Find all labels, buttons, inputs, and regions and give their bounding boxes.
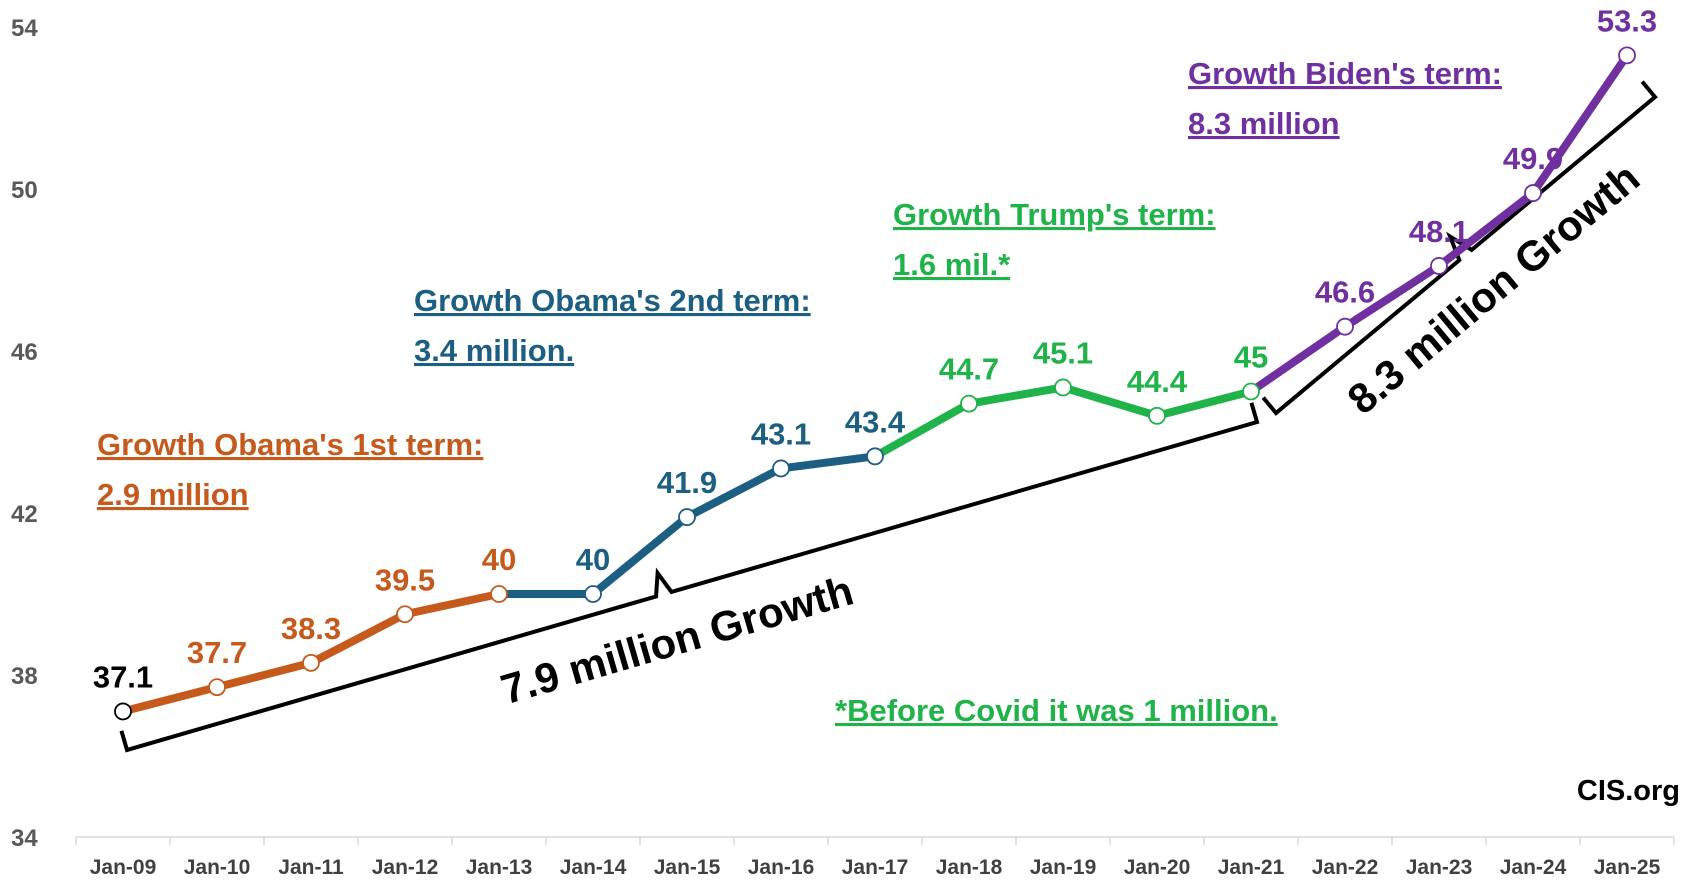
- data-series: [114, 46, 1636, 721]
- data-point: [866, 447, 884, 466]
- x-tick-label: Jan-23: [1406, 856, 1473, 879]
- term-annotation-line: Growth Trump's term:: [893, 197, 1216, 232]
- bracket-8-3m-line: [1261, 80, 1658, 416]
- x-axis: Jan-09 Jan-10 Jan-11 Jan-12 Jan-13 Jan-14 Jan-…: [75, 836, 1675, 879]
- y-axis: 34 38 42 46 50 54: [11, 15, 38, 852]
- data-label: 39.5: [375, 562, 435, 597]
- bracket-7-9m-line: [119, 402, 1260, 753]
- data-point: [208, 678, 226, 697]
- term-annotation-line: Growth Obama's 1st term:: [97, 427, 483, 462]
- data-point: [1430, 257, 1448, 275]
- x-tick-label: Jan-24: [1500, 856, 1567, 879]
- x-tick-label: Jan-12: [372, 856, 439, 879]
- data-point: [584, 585, 602, 603]
- data-label: 48.1: [1409, 214, 1469, 249]
- x-tick-label: Jan-20: [1124, 856, 1191, 879]
- data-point: [114, 702, 132, 721]
- term-annotations: Growth Obama's 1st term: 2.9 million Growt…: [97, 56, 1502, 512]
- x-tick-label: Jan-17: [842, 856, 909, 879]
- data-label: 37.1: [93, 659, 153, 694]
- term-annotation-line: 8.3 million: [1188, 106, 1340, 141]
- x-tick-label: Jan-16: [748, 856, 815, 879]
- data-label: 41.9: [657, 465, 717, 500]
- bracket-8-3m-label: 8.3 million Growth: [1339, 154, 1649, 423]
- x-tick-label: Jan-10: [184, 856, 251, 879]
- y-tick-label: 54: [11, 15, 38, 42]
- y-tick-label: 46: [11, 339, 38, 366]
- term-annotation-line: 3.4 million.: [414, 333, 574, 368]
- data-label: 45.1: [1033, 335, 1093, 370]
- data-label: 44.7: [939, 352, 999, 387]
- data-label: 49.9: [1503, 141, 1563, 176]
- data-point: [1618, 46, 1636, 65]
- x-tick-label: Jan-09: [90, 856, 157, 879]
- data-label: 46.6: [1315, 275, 1375, 310]
- term-annotation-line: Growth Biden's term:: [1188, 56, 1502, 91]
- data-label: 44.4: [1127, 364, 1188, 399]
- data-point: [1242, 382, 1260, 401]
- data-point: [1148, 406, 1166, 425]
- data-point: [772, 459, 790, 478]
- y-tick-label: 38: [11, 663, 38, 690]
- data-label: 37.7: [187, 635, 247, 670]
- x-tick-label: Jan-13: [466, 856, 533, 879]
- data-label: 45: [1234, 340, 1268, 375]
- x-tick-label: Jan-19: [1030, 856, 1097, 879]
- data-label: 43.1: [751, 416, 811, 451]
- term-annotation-line: 1.6 mil.*: [893, 247, 1011, 282]
- data-label: 40: [482, 542, 516, 577]
- x-tick-label: Jan-11: [278, 856, 344, 879]
- term-annotation-line: 2.9 million: [97, 477, 249, 512]
- source-credit: CIS.org: [1577, 775, 1680, 807]
- data-labels: 37.1 37.7 38.3 39.5 40 40 41.9 43.1 43.4 44.7 45.1…: [93, 3, 1657, 694]
- data-label: 53.3: [1597, 3, 1657, 38]
- x-tick-label: Jan-14: [560, 856, 627, 879]
- series-line: [871, 383, 1255, 461]
- covid-footnote: *Before Covid it was 1 million.: [835, 693, 1278, 728]
- data-point: [396, 605, 414, 624]
- data-point: [960, 394, 978, 413]
- x-tick-label: Jan-21: [1218, 856, 1285, 879]
- x-tick-label: Jan-25: [1594, 856, 1661, 879]
- data-label: 43.4: [845, 404, 906, 439]
- data-point: [1054, 378, 1072, 397]
- data-label: 40: [576, 542, 610, 577]
- data-point: [678, 508, 696, 526]
- data-point: [1524, 184, 1542, 202]
- x-tick-label: Jan-22: [1312, 856, 1379, 879]
- y-tick-label: 50: [11, 177, 38, 204]
- y-tick-label: 42: [11, 501, 38, 528]
- data-label: 38.3: [281, 611, 341, 646]
- data-point: [302, 653, 320, 672]
- data-point: [1336, 317, 1354, 336]
- term-annotation-line: Growth Obama's 2nd term:: [414, 283, 811, 318]
- x-tick-label: Jan-18: [936, 856, 1003, 879]
- y-tick-label: 34: [11, 825, 38, 852]
- x-tick-label: Jan-15: [654, 856, 721, 879]
- data-point: [490, 585, 508, 603]
